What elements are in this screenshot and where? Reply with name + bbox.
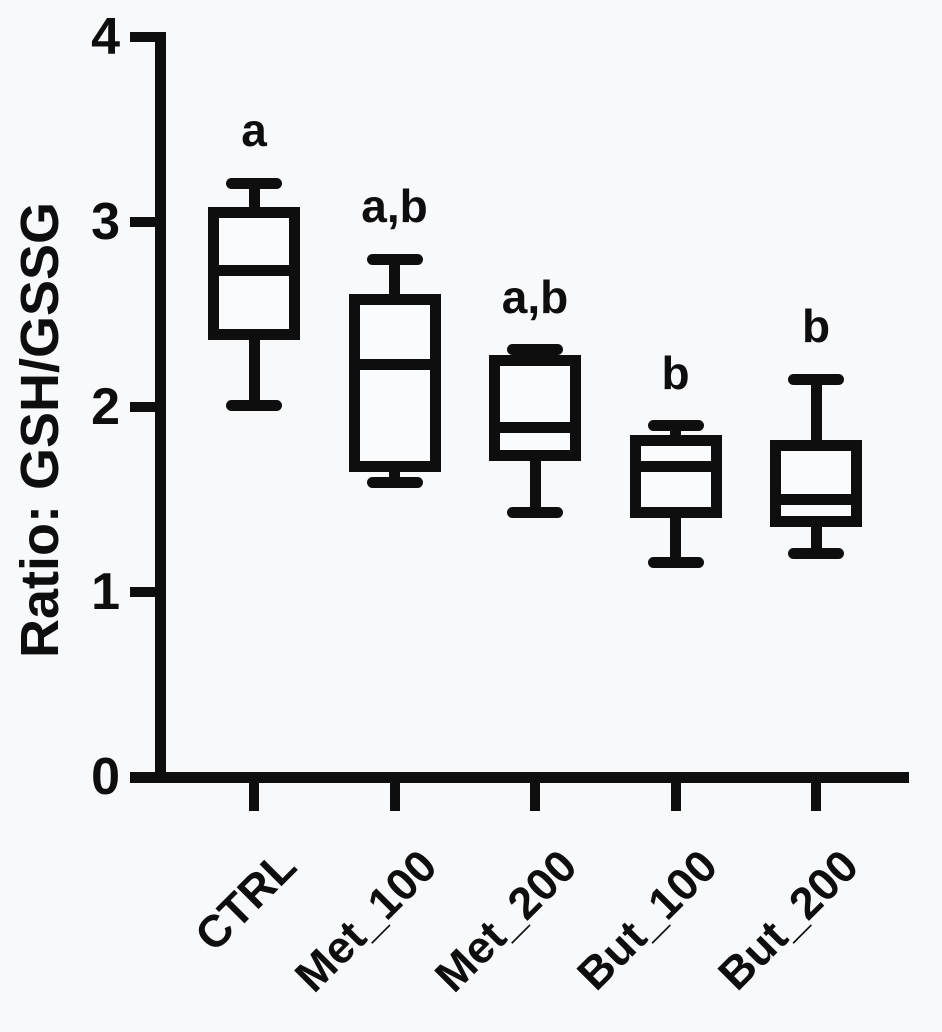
whisker-cap-max-ctrl <box>226 177 282 189</box>
whisker-bottom-but-100 <box>670 512 681 563</box>
whisker-cap-min-ctrl <box>226 399 282 411</box>
x-label-but-200: But_200 <box>708 839 868 1000</box>
x-tick-but-100 <box>670 782 681 811</box>
whisker-cap-max-but-200 <box>788 373 844 385</box>
median-but-200 <box>770 494 862 505</box>
x-tick-ctrl <box>249 782 259 811</box>
x-axis-line <box>130 771 909 783</box>
x-label-ctrl: CTRL <box>185 839 306 961</box>
whisker-top-met-100 <box>389 259 400 300</box>
whisker-cap-min-met-100 <box>366 477 423 489</box>
x-label-met-200: Met_200 <box>425 839 587 1002</box>
x-tick-met-100 <box>389 782 400 811</box>
y-tick-label-1: 1 <box>91 563 120 621</box>
median-but-100 <box>629 460 722 472</box>
x-label-but-100: But_100 <box>567 839 728 1000</box>
whisker-top-ctrl <box>248 183 260 213</box>
x-tick-met-200 <box>530 782 540 811</box>
y-tick-4 <box>130 32 160 42</box>
box-but-100 <box>629 434 722 518</box>
y-tick-label-4: 4 <box>91 8 120 66</box>
x-label-met-100: Met_100 <box>284 839 447 1002</box>
whisker-bottom-but-200 <box>810 521 822 554</box>
whisker-cap-max-but-100 <box>647 420 704 431</box>
y-tick-3 <box>130 217 160 227</box>
y-tick-label-2: 2 <box>91 378 120 436</box>
y-tick-1 <box>130 587 160 597</box>
whisker-bottom-met-100 <box>389 466 400 483</box>
y-axis-line <box>154 31 166 783</box>
whisker-cap-min-but-200 <box>788 547 844 559</box>
x-tick-but-200 <box>811 782 821 811</box>
sig-label-but-200: b <box>801 300 831 353</box>
median-met-100 <box>348 358 441 370</box>
whisker-top-but-200 <box>810 379 822 446</box>
whisker-top-but-100 <box>670 425 681 441</box>
whisker-cap-max-met-200 <box>507 344 563 356</box>
sig-label-ctrl: a <box>241 104 267 157</box>
sig-label-met-100: a,b <box>361 180 428 232</box>
box-met-100 <box>348 294 441 472</box>
median-ctrl <box>208 264 300 276</box>
whisker-cap-min-but-100 <box>647 556 704 568</box>
sig-label-met-200: a,b <box>501 270 569 323</box>
box-met-200 <box>489 355 581 461</box>
median-met-200 <box>489 421 581 433</box>
sig-label-but-100: b <box>661 346 690 399</box>
y-tick-label-0: 0 <box>91 748 120 806</box>
whisker-cap-min-met-200 <box>507 506 563 518</box>
whisker-bottom-met-200 <box>529 455 541 513</box>
whisker-cap-max-met-100 <box>366 253 423 265</box>
y-tick-2 <box>130 402 160 412</box>
y-tick-0 <box>130 772 160 782</box>
whisker-top-met-200 <box>529 349 541 361</box>
box-but-200 <box>770 440 862 528</box>
y-tick-label-3: 3 <box>91 193 120 251</box>
whisker-bottom-ctrl <box>248 334 260 406</box>
